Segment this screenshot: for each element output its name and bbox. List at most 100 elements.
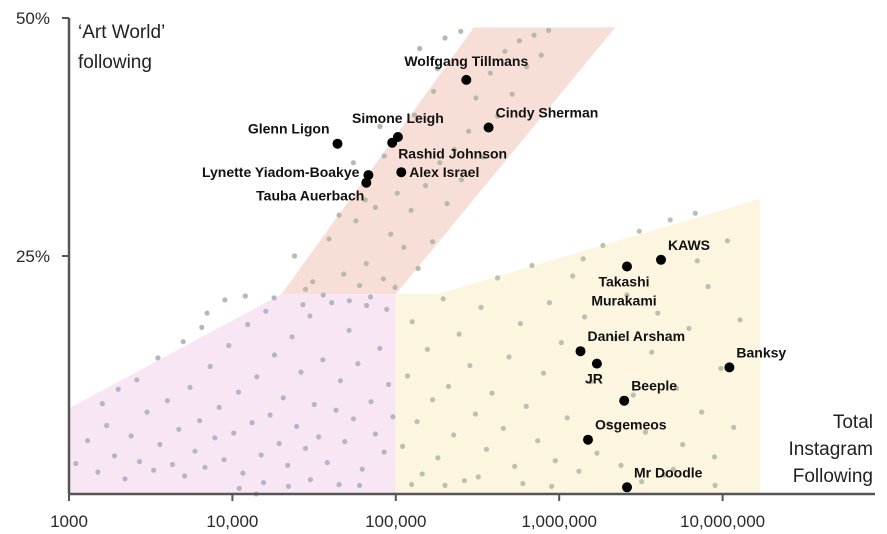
point-label: Lynette Yiadom-Boakye — [202, 164, 360, 180]
background-point — [500, 425, 506, 431]
background-point — [667, 217, 673, 223]
point-label: Alex Israel — [409, 164, 479, 180]
background-point — [424, 346, 430, 352]
background-point — [202, 464, 208, 470]
background-point — [367, 294, 374, 300]
background-point — [408, 207, 414, 213]
background-point — [467, 362, 473, 369]
point-label: Osgemeos — [595, 417, 667, 433]
background-point — [529, 262, 535, 269]
background-point — [263, 308, 269, 314]
background-point — [404, 373, 411, 379]
background-point — [104, 422, 110, 429]
background-point — [236, 485, 242, 491]
background-point — [99, 401, 105, 407]
background-point — [169, 461, 176, 468]
background-point — [538, 52, 544, 58]
background-point — [549, 483, 555, 489]
background-point — [442, 482, 448, 488]
background-point — [673, 385, 680, 391]
background-point — [363, 261, 369, 267]
background-point — [356, 282, 363, 289]
background-point — [151, 467, 157, 473]
point-banksy — [724, 362, 735, 373]
background-point — [630, 392, 636, 398]
background-point — [310, 279, 316, 285]
background-point — [353, 218, 359, 224]
background-point — [718, 365, 724, 371]
background-point — [346, 327, 352, 333]
background-point — [386, 381, 392, 388]
background-point — [242, 293, 248, 299]
background-point — [458, 28, 464, 34]
background-point — [111, 453, 118, 459]
background-point — [298, 369, 304, 375]
y-axis-title-line-1: ‘Art World’ — [78, 22, 165, 43]
point-daniel-arsham — [575, 346, 586, 357]
background-point — [307, 313, 313, 319]
background-point — [466, 128, 472, 134]
background-point — [73, 460, 79, 467]
background-point — [280, 395, 286, 401]
background-point — [294, 423, 300, 429]
background-point — [516, 38, 523, 44]
background-point — [711, 454, 718, 460]
background-point — [639, 479, 645, 485]
point-cindy-sherman — [483, 122, 494, 133]
background-point — [415, 265, 421, 271]
background-point — [531, 32, 537, 38]
background-point — [355, 361, 361, 367]
background-point — [444, 201, 450, 207]
background-point — [180, 339, 186, 345]
background-point — [316, 434, 322, 440]
background-point — [546, 300, 553, 306]
background-point — [409, 319, 415, 325]
ticks-layer: 1000 10,000 100,000 1,000,000 10,000,000 25% 5… — [16, 9, 765, 531]
region-red — [281, 27, 616, 295]
point-label: Beeple — [631, 378, 677, 394]
point-lynette-yiadom-boakye — [363, 170, 374, 181]
background-point — [606, 421, 612, 427]
background-point — [115, 386, 121, 392]
point-label: Simone Leigh — [352, 110, 444, 126]
point-label: Banksy — [736, 344, 786, 360]
background-point — [434, 65, 441, 72]
background-point — [122, 476, 128, 482]
background-point — [435, 455, 441, 461]
background-point — [342, 439, 348, 445]
background-point — [430, 239, 436, 245]
background-point — [226, 342, 232, 349]
background-point — [212, 435, 218, 441]
background-point — [341, 271, 347, 277]
background-point — [364, 302, 370, 309]
background-point — [392, 284, 398, 290]
background-point — [694, 258, 700, 264]
background-point — [157, 441, 163, 448]
background-point — [394, 190, 400, 196]
background-point — [289, 334, 295, 340]
background-point — [356, 482, 363, 488]
point-label-line: Murakami — [591, 293, 656, 309]
background-point — [712, 482, 718, 488]
background-point — [409, 481, 415, 488]
background-point — [207, 363, 213, 369]
background-point — [440, 296, 446, 302]
point-label: Rashid Johnson — [398, 146, 507, 162]
background-point — [411, 112, 417, 118]
background-point — [430, 397, 436, 403]
background-point — [670, 466, 677, 472]
background-point — [300, 302, 306, 308]
background-point — [199, 324, 205, 330]
background-point — [472, 411, 478, 417]
background-point — [680, 441, 686, 448]
x-tick-label: 10,000 — [206, 512, 258, 531]
background-point — [655, 310, 661, 316]
y-axis-title-line-2: following — [78, 52, 152, 73]
background-point — [350, 160, 356, 166]
background-points-layer — [73, 27, 743, 497]
background-point — [401, 244, 407, 250]
point-label: JR — [585, 371, 603, 387]
background-point — [362, 197, 368, 203]
